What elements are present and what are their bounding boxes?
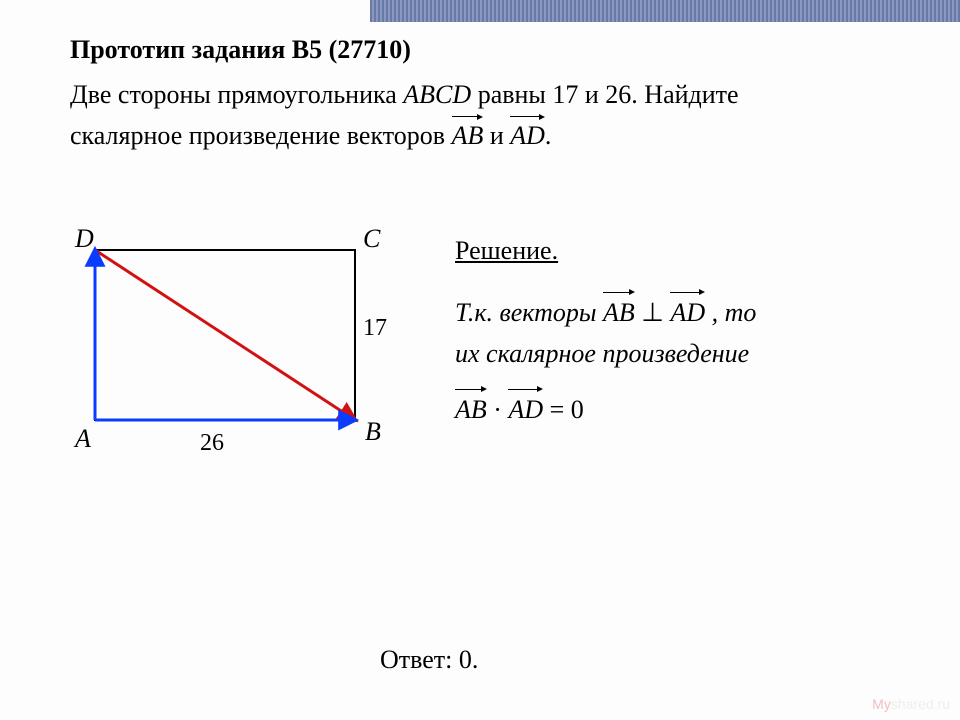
vector-ad: AD bbox=[510, 114, 545, 155]
solution-line2: их скалярное произведение bbox=[455, 333, 756, 375]
content: Прототип задания B5 (27710) Две стороны … bbox=[70, 35, 920, 155]
watermark: Myshared.ru bbox=[872, 696, 950, 712]
sol-text: Т.к. векторы bbox=[455, 298, 603, 327]
label-b: B bbox=[365, 417, 381, 446]
label-a: A bbox=[73, 424, 91, 453]
task-title: Прототип задания B5 (27710) bbox=[70, 35, 920, 65]
dot: · bbox=[493, 395, 508, 424]
vector-ab: AB bbox=[603, 290, 635, 334]
vector-ab: AB bbox=[452, 114, 484, 155]
vector-ad: AD bbox=[670, 290, 705, 334]
perp-symbol: ⊥ bbox=[641, 298, 670, 327]
eq-rhs: = 0 bbox=[550, 395, 584, 424]
watermark-my: My bbox=[872, 696, 891, 712]
watermark-rest: shared.ru bbox=[891, 696, 950, 712]
solution-line1: Т.к. векторы AB ⊥ AD , то bbox=[455, 290, 756, 334]
solution-equation: AB · AD = 0 bbox=[455, 387, 756, 431]
problem-statement: Две стороны прямоугольника ABCD равны 17… bbox=[70, 75, 920, 155]
label-26: 26 bbox=[200, 430, 224, 456]
abcd: ABCD bbox=[403, 80, 471, 109]
solution-block: Решение. Т.к. векторы AB ⊥ AD , то их ск… bbox=[455, 230, 756, 430]
problem-text: равны 17 и 26. Найдите bbox=[471, 80, 738, 109]
header-decoration bbox=[370, 0, 960, 22]
diagonal-db bbox=[95, 250, 355, 420]
vector-ab: AB bbox=[455, 387, 487, 431]
answer: Ответ: 0. bbox=[380, 645, 478, 675]
problem-text: . bbox=[545, 121, 552, 150]
label-17: 17 bbox=[363, 315, 387, 341]
label-c: C bbox=[363, 225, 381, 253]
problem-text: скалярное произведение векторов bbox=[70, 121, 452, 150]
problem-text: Две стороны прямоугольника bbox=[70, 80, 403, 109]
sol-text: , то bbox=[712, 298, 757, 327]
problem-text: и bbox=[490, 121, 510, 150]
vector-ad: AD bbox=[508, 387, 543, 431]
diagram: D C A B 17 26 bbox=[65, 225, 405, 485]
label-d: D bbox=[74, 225, 94, 253]
solution-heading: Решение. bbox=[455, 230, 756, 272]
